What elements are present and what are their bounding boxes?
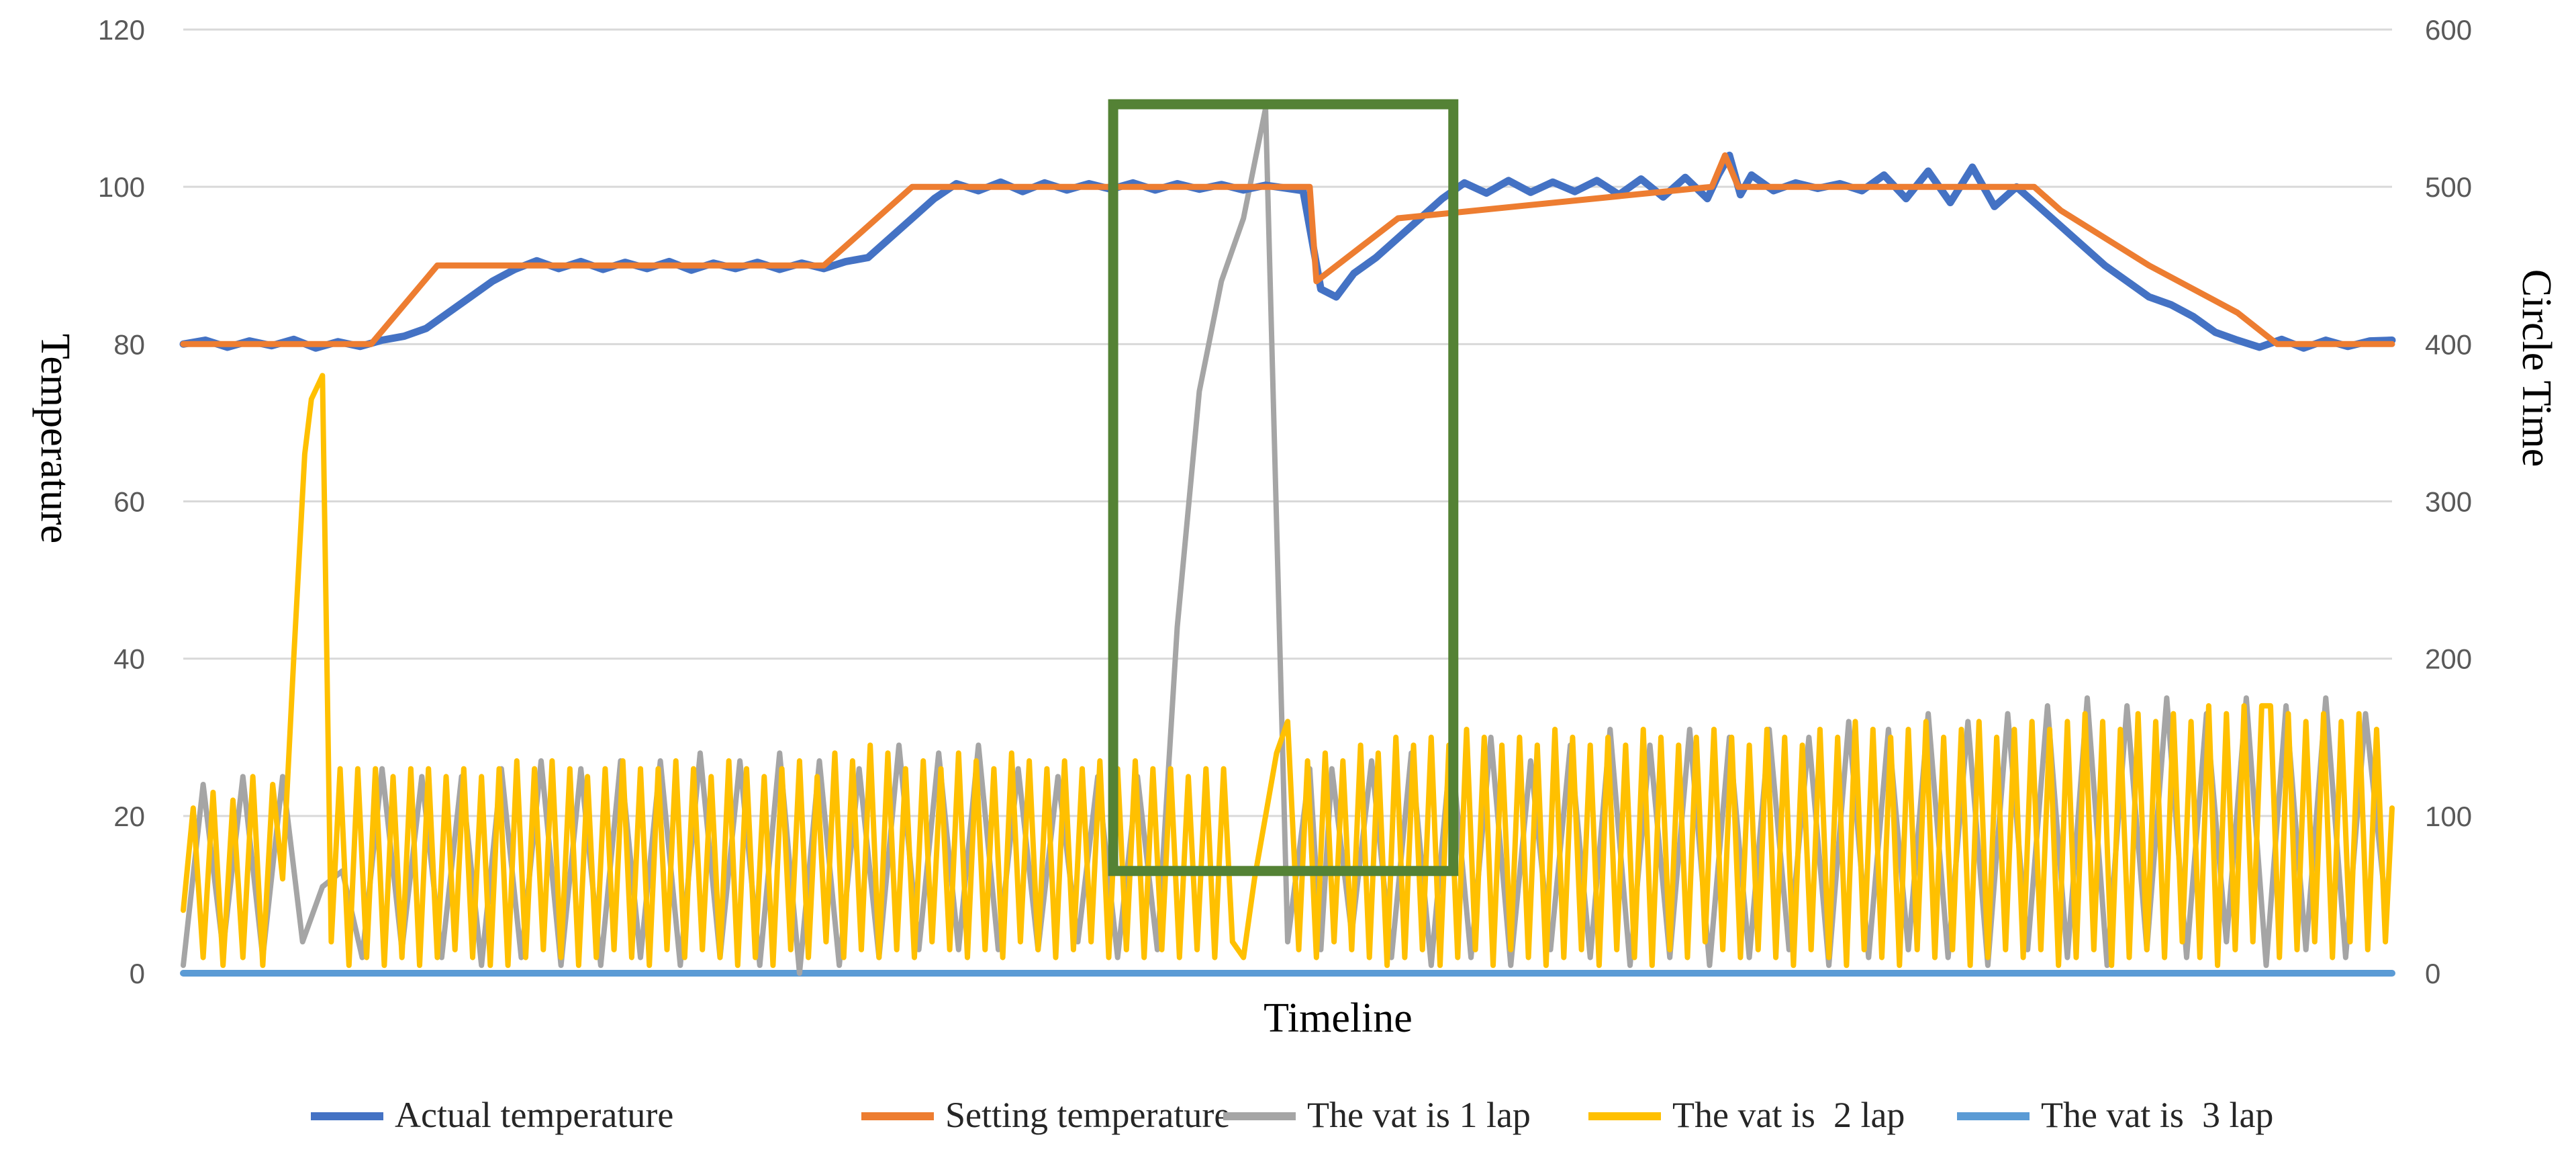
y2-tick-label: 600 — [2425, 14, 2472, 46]
y2-tick-label: 400 — [2425, 328, 2472, 360]
legend-label: Actual temperature — [395, 1095, 673, 1135]
y2-axis-title: Circle Time — [2514, 269, 2559, 467]
y-tick-label: 40 — [113, 643, 145, 675]
y2-tick-label: 0 — [2425, 958, 2440, 989]
y-tick-label: 100 — [98, 171, 145, 203]
y2-tick-label: 100 — [2425, 801, 2472, 832]
y-tick-label: 20 — [113, 801, 145, 832]
y2-tick-label: 200 — [2425, 643, 2472, 675]
legend-label: The vat is 3 lap — [2041, 1095, 2273, 1135]
x-axis-title: Timeline — [1263, 995, 1413, 1041]
legend: Actual temperature Setting temperature The… — [311, 1095, 2273, 1135]
legend-label: The vat is 2 lap — [1672, 1095, 1905, 1135]
y-tick-label: 120 — [98, 14, 145, 46]
series-line-the-vat-is-2-lap — [181, 373, 2395, 969]
y-axis-title: Temperature — [32, 334, 78, 543]
y-tick-label: 60 — [113, 486, 145, 518]
legend-label: Setting temperature — [945, 1095, 1230, 1135]
series-line-setting-temperature — [180, 152, 2395, 347]
y2-tick-label: 500 — [2425, 171, 2472, 203]
y2-tick-label: 300 — [2425, 486, 2472, 518]
y-tick-label: 0 — [130, 958, 145, 989]
y-tick-label: 80 — [113, 328, 145, 360]
legend-label: The vat is 1 lap — [1307, 1095, 1531, 1135]
highlight-box — [1108, 99, 1459, 876]
tick-labels: 0 20 40 60 80 100 120 0 100 200 300 400 500 600 — [98, 14, 2472, 989]
series-layer — [179, 105, 2396, 977]
